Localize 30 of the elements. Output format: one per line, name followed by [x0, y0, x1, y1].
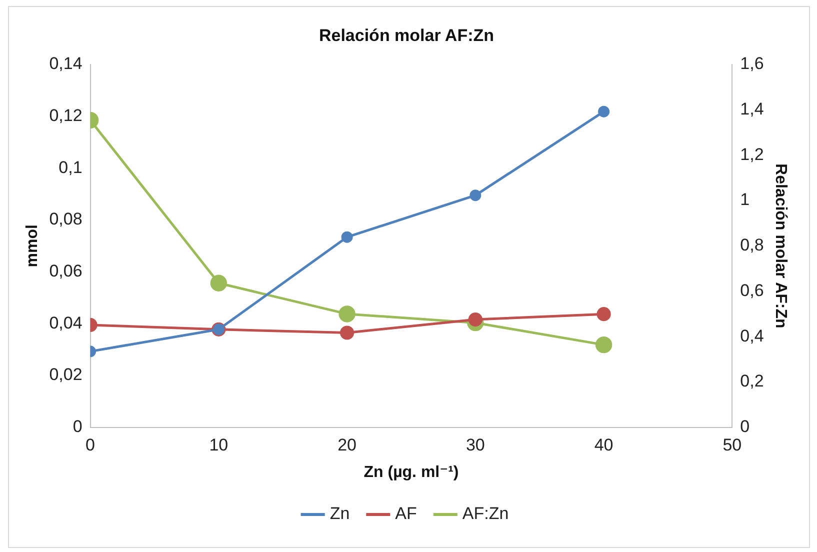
y-tick-label: 0,02 — [49, 365, 82, 384]
y2-tick-label: 1,6 — [740, 54, 764, 74]
y2-tick-label: 0,8 — [740, 236, 764, 255]
x-tick-label: 20 — [338, 435, 356, 454]
legend-label: AF:Zn — [462, 504, 509, 524]
legend-label: AF — [395, 504, 417, 524]
chart-title: Relación molar AF:Zn — [318, 26, 494, 45]
x-tick-label: 50 — [722, 435, 742, 454]
y-tick-label: 0,08 — [49, 210, 82, 229]
y2-tick-label: 0,6 — [740, 280, 764, 300]
y-tick-label: 0,06 — [49, 262, 82, 281]
y2-tick-label: 0,2 — [740, 372, 764, 391]
y-tick-label: 0,14 — [49, 54, 82, 74]
x-tick-label: 30 — [466, 435, 485, 454]
y2-tick-label: 0 — [740, 417, 750, 436]
y2-tick-label: 1,2 — [740, 144, 764, 164]
y-axis-title: mmol — [24, 224, 42, 268]
x-tick-label: 10 — [209, 435, 228, 454]
y-tick-label: 0,12 — [49, 106, 82, 125]
y2-axis-title: Relación molar AF:Zn — [772, 164, 789, 328]
y-tick-label: 0 — [72, 417, 82, 436]
y2-tick-label: 1,4 — [740, 99, 764, 118]
y-tick-label: 0,04 — [49, 313, 82, 332]
x-axis-title: Zn (µg. ml⁻¹) — [364, 464, 459, 481]
x-tick-label: 40 — [594, 435, 614, 454]
y2-tick-label: 1 — [740, 190, 750, 210]
x-tick-label: 0 — [86, 435, 96, 454]
legend-label: Zn — [330, 504, 350, 524]
y2-tick-label: 0,4 — [740, 326, 764, 346]
y-tick-label: 0,1 — [58, 158, 82, 177]
